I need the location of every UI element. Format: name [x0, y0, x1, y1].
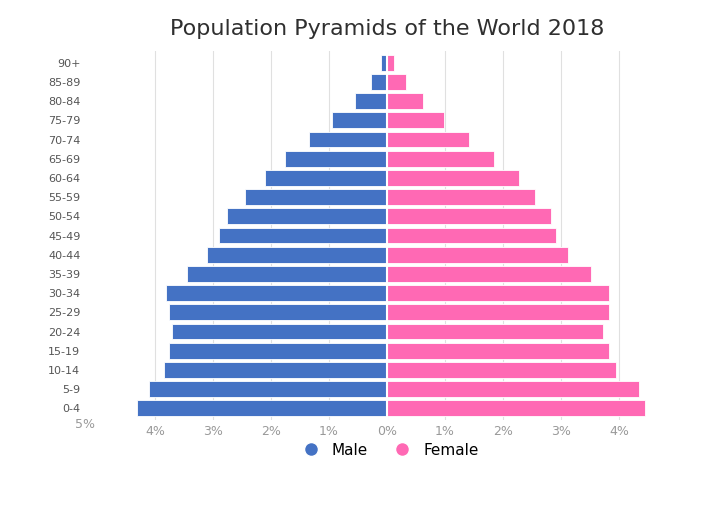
- Bar: [387, 55, 395, 71]
- Text: 5%: 5%: [75, 418, 95, 431]
- Bar: [285, 151, 387, 166]
- Bar: [381, 55, 387, 71]
- Bar: [170, 343, 387, 358]
- Bar: [173, 324, 387, 339]
- Bar: [387, 266, 591, 282]
- Bar: [332, 113, 387, 128]
- Bar: [207, 247, 387, 263]
- Bar: [355, 93, 387, 109]
- Bar: [387, 113, 444, 128]
- Bar: [227, 208, 387, 224]
- Title: Population Pyramids of the World 2018: Population Pyramids of the World 2018: [170, 18, 604, 38]
- Bar: [149, 381, 387, 397]
- Bar: [219, 228, 387, 243]
- Bar: [371, 74, 387, 90]
- Bar: [387, 381, 640, 397]
- Bar: [387, 132, 469, 147]
- Bar: [245, 189, 387, 205]
- Bar: [387, 189, 535, 205]
- Bar: [387, 208, 550, 224]
- Bar: [387, 285, 608, 301]
- Bar: [309, 132, 387, 147]
- Bar: [387, 343, 608, 358]
- Bar: [387, 93, 423, 109]
- Bar: [387, 247, 568, 263]
- Bar: [166, 285, 387, 301]
- Bar: [387, 151, 494, 166]
- Bar: [387, 324, 603, 339]
- Bar: [387, 74, 405, 90]
- Bar: [265, 170, 387, 186]
- Bar: [187, 266, 387, 282]
- Legend: Male, Female: Male, Female: [289, 437, 485, 464]
- Bar: [387, 362, 616, 378]
- Bar: [387, 400, 645, 416]
- Bar: [170, 305, 387, 320]
- Bar: [387, 305, 608, 320]
- Bar: [163, 362, 387, 378]
- Bar: [138, 400, 387, 416]
- Bar: [387, 228, 557, 243]
- Bar: [387, 170, 519, 186]
